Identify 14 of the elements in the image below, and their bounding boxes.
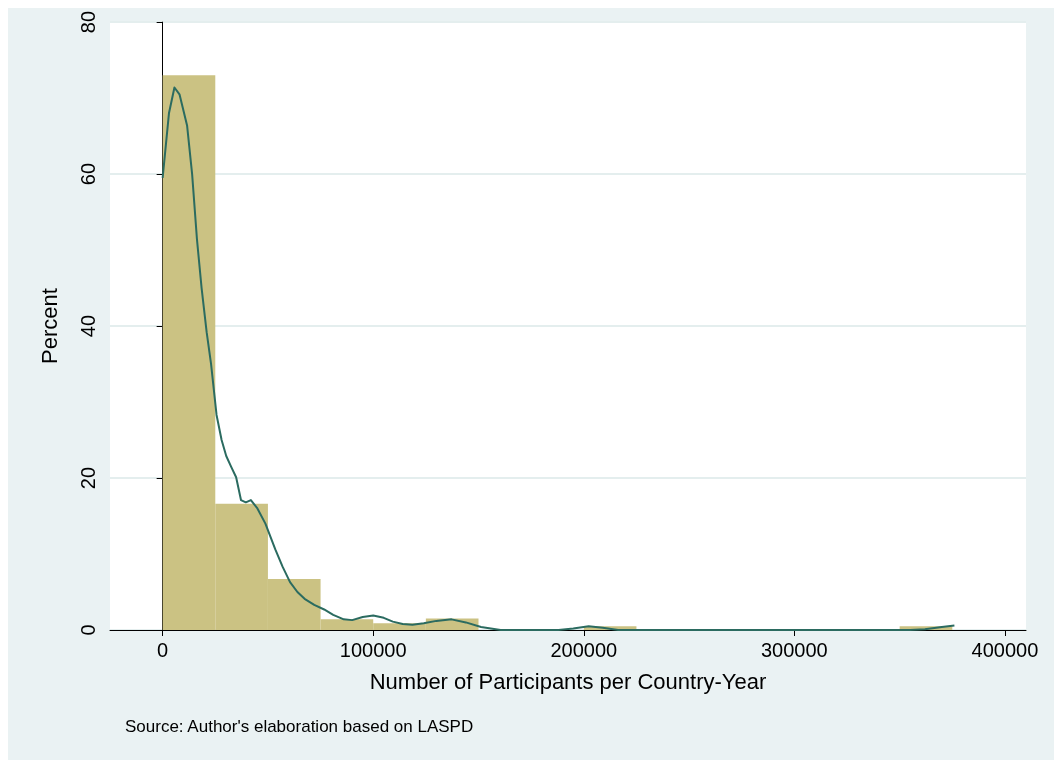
y-axis-title: Percent	[36, 288, 62, 364]
y-tick-label: 0	[77, 624, 99, 636]
line-series	[161, 86, 956, 631]
x-tick-label: 100000	[339, 639, 407, 661]
y-tick-label: 80	[77, 11, 99, 34]
source-note: Source: Author's elaboration based on LASPD	[125, 717, 474, 736]
y-tick-label: 20	[77, 466, 99, 490]
x-tick-label: 200000	[550, 639, 618, 661]
x-axis-title: Number of Participants per Country-Year	[369, 668, 767, 694]
x-tick-label: 300000	[760, 639, 828, 661]
x-tick-label: 0	[157, 639, 169, 661]
y-tick-label: 40	[77, 314, 99, 338]
y-tick-label: 60	[77, 162, 99, 186]
x-tick-label: 400000	[971, 639, 1039, 661]
